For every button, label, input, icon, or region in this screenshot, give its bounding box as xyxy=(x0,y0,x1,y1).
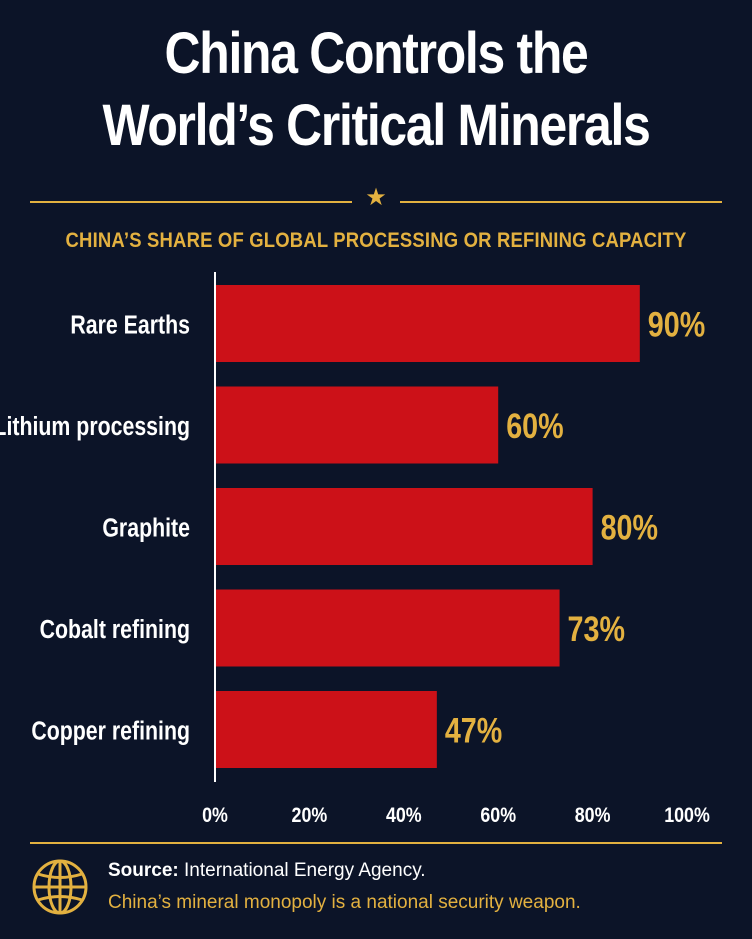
labels-layer: Rare Earths 90% Lithium processing 60% Graph… xyxy=(0,305,710,828)
category-label: Cobalt refining xyxy=(40,615,190,645)
source-text: International Energy Agency. xyxy=(184,860,426,881)
page-title: China Controls the World’s Critical Mine… xyxy=(53,18,700,162)
x-tick-label: 100% xyxy=(664,804,710,828)
title-line-2: World’s Critical Minerals xyxy=(102,93,650,158)
x-tick-label: 80% xyxy=(575,804,611,828)
bars-layer xyxy=(215,285,640,768)
x-tick-label: 0% xyxy=(202,804,228,828)
title-line-1: China Controls the xyxy=(164,21,589,86)
bar xyxy=(215,386,499,464)
bar-chart: Rare Earths 90% Lithium processing 60% Graph… xyxy=(0,272,710,828)
bar xyxy=(215,488,593,565)
footer-divider xyxy=(30,842,722,844)
star-icon: ★ xyxy=(365,183,387,211)
category-label: Graphite xyxy=(102,514,190,544)
divider-line-left xyxy=(30,201,352,203)
divider-line-right xyxy=(400,201,722,203)
title-divider xyxy=(30,200,722,204)
data-label: 47% xyxy=(445,711,502,750)
globe-icon xyxy=(32,859,88,915)
x-tick-label: 40% xyxy=(386,804,422,828)
chart-subtitle: CHINA’S SHARE OF GLOBAL PROCESSING OR RE… xyxy=(65,229,687,252)
data-label: 73% xyxy=(568,609,625,648)
bar xyxy=(215,691,437,768)
x-tick-label: 20% xyxy=(292,804,328,828)
x-tick-label: 60% xyxy=(480,804,516,828)
category-label: Copper refining xyxy=(31,717,190,747)
data-label: 80% xyxy=(601,508,658,547)
source-label: Source: xyxy=(108,860,179,881)
source-note: Source: International Energy Agency. xyxy=(108,858,426,884)
category-label: Rare Earths xyxy=(70,311,190,341)
data-label: 60% xyxy=(506,406,563,445)
data-label: 90% xyxy=(648,305,705,344)
category-label: Lithium processing xyxy=(0,412,190,442)
bar xyxy=(215,589,560,667)
bar xyxy=(215,285,640,362)
tagline: China’s mineral monopoly is a national s… xyxy=(108,892,581,913)
